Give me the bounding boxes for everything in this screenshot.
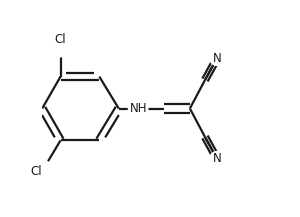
- Text: NH: NH: [129, 102, 147, 115]
- Circle shape: [210, 152, 224, 165]
- Text: Cl: Cl: [31, 164, 42, 178]
- Circle shape: [50, 35, 71, 57]
- Text: N: N: [212, 152, 221, 165]
- Circle shape: [210, 52, 224, 65]
- Circle shape: [32, 160, 53, 182]
- Text: N: N: [212, 52, 221, 65]
- Circle shape: [128, 99, 148, 118]
- Text: Cl: Cl: [55, 33, 66, 46]
